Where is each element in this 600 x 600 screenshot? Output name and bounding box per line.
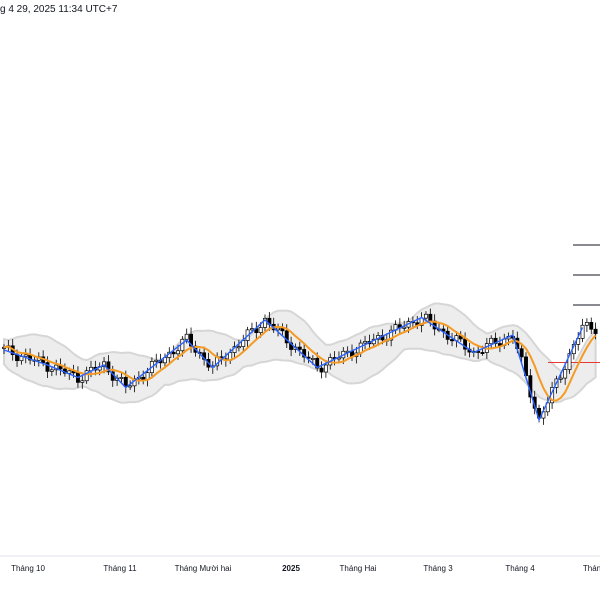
time-axis: Tháng 10 Tháng 11 Tháng Mười hai 2025 Tháng … — [0, 555, 600, 573]
candle-body — [563, 369, 568, 379]
candle-body — [319, 367, 324, 373]
candle-body — [84, 370, 89, 382]
candle-body — [189, 333, 193, 347]
zigzag-line — [3, 316, 584, 422]
candle-body — [45, 362, 50, 372]
candle-body — [441, 328, 446, 332]
candle-body — [450, 339, 455, 342]
candle-body — [258, 327, 263, 333]
moving-average — [3, 320, 597, 402]
candle-body — [489, 337, 494, 344]
candle-body — [584, 322, 589, 326]
x-axis-label: Tháng 4 — [505, 564, 535, 573]
candle-body — [284, 330, 289, 344]
candle-body — [297, 346, 302, 350]
candle-body — [49, 369, 54, 372]
x-axis-label: Thán — [583, 564, 600, 573]
candle-body — [123, 377, 128, 387]
candle-body — [250, 328, 254, 331]
candle-body — [276, 327, 281, 331]
candle-body — [480, 352, 485, 354]
x-axis-label: 2025 — [282, 564, 300, 573]
price-levels — [548, 244, 600, 363]
candle-body — [558, 377, 563, 380]
candle-body — [323, 364, 328, 373]
candle-body — [128, 385, 133, 388]
x-axis-label: Tháng Hai — [340, 564, 377, 573]
candle-body — [171, 351, 176, 355]
candle-body — [184, 333, 189, 340]
candle-body — [106, 361, 111, 373]
candle-body — [310, 357, 315, 360]
x-axis-label: Tháng 11 — [103, 564, 137, 573]
candle-body — [593, 328, 598, 334]
candle-body — [119, 377, 124, 379]
candle-body — [23, 354, 28, 357]
candle-body — [589, 322, 594, 330]
candle-body — [154, 359, 159, 362]
candle-body — [402, 326, 407, 329]
candle-body — [176, 350, 180, 355]
moving-average-line — [3, 320, 597, 402]
candle-body — [519, 348, 524, 358]
candle-body — [236, 346, 241, 349]
chart-timestamp: g 4 29, 2025 11:34 UTC+7 — [0, 4, 118, 15]
candle-body — [363, 341, 368, 344]
candle-body — [389, 329, 394, 341]
zigzag-polyline — [3, 316, 584, 422]
x-axis-label: Tháng 3 — [423, 564, 453, 573]
candle-body — [263, 317, 267, 328]
x-axis-label: Tháng 10 — [11, 564, 45, 573]
x-axis-label: Tháng Mười hai — [175, 564, 232, 573]
candle-body — [428, 313, 433, 322]
candle-body — [80, 380, 85, 383]
candle-body — [580, 324, 585, 339]
candle-body — [497, 343, 502, 346]
candle-body — [141, 376, 146, 381]
candle-body — [424, 313, 428, 319]
